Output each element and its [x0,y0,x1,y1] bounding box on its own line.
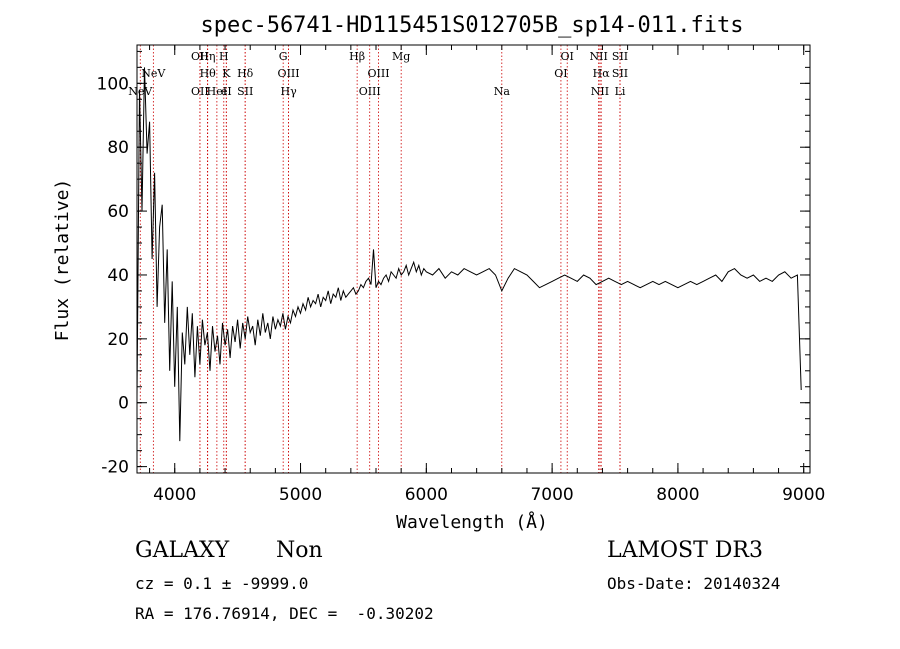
line-marker-label: OII [191,50,209,63]
y-tick-label: 60 [107,202,129,222]
y-tick-label: -20 [101,458,129,478]
x-axis-label: Wavelength (Å) [396,511,548,533]
x-tick-label: 9000 [782,485,825,505]
line-marker-label: Hα [593,67,611,80]
y-tick-label: 80 [107,138,129,158]
line-marker-label: Na [494,85,511,98]
y-axis: -20 0 20 40 60 80 100 [97,50,810,478]
line-marker-label: K [222,67,231,80]
emission-line-labels: NeVNeVOIIOIIHηHθHeIHKeIHδSIIGOIIIHγHβOII… [128,50,628,98]
spectrum-chart: spec-56741-HD115451S012705B_sp14-011.fit… [52,13,825,533]
survey-name: LAMOST DR3 [607,538,763,563]
line-marker-label: H [219,50,229,63]
line-marker-label: NII [590,50,608,63]
y-tick-label: 100 [97,74,129,94]
line-marker-label: G [279,50,288,63]
x-axis: 4000 5000 6000 7000 8000 9000 [149,45,825,505]
line-marker-label: SII [237,85,253,98]
line-marker-label: NeV [128,85,153,98]
line-marker-label: Mg [392,50,410,63]
line-marker-label: NII [591,85,609,98]
x-tick-label: 8000 [656,485,699,505]
line-marker-label: NeV [141,67,166,80]
line-marker-label: Hθ [200,67,217,80]
line-marker-label: Hγ [280,85,297,98]
line-marker-label: eI [221,85,232,98]
plot-frame [136,44,811,474]
chart-title: spec-56741-HD115451S012705B_sp14-011.fit… [200,13,743,38]
y-tick-label: 0 [118,394,129,414]
line-marker-label: OI [561,50,574,63]
line-marker-label: SII [612,50,628,63]
x-tick-label: 7000 [530,485,573,505]
line-marker-label: OIII [359,85,381,98]
y-tick-label: 20 [107,330,129,350]
x-tick-label: 5000 [279,485,322,505]
ra-dec-coordinates: RA = 176.76914, DEC = -0.30202 [135,604,434,623]
line-marker-label: Hη [199,50,215,63]
emission-line-markers [139,45,621,473]
line-marker-label: OIII [367,67,389,80]
y-axis-label: Flux (relative) [52,179,73,342]
y-tick-label: 40 [107,266,129,286]
line-marker-label: OII [191,85,209,98]
line-marker-label: Hδ [237,67,254,80]
redshift-value: cz = 0.1 ± -9999.0 [135,574,309,593]
line-marker-label: Li [615,85,626,98]
object-subclass: Non [276,538,323,563]
line-marker-label: OI [554,67,567,80]
x-tick-label: 6000 [405,485,448,505]
spectrum-line [136,67,802,442]
line-marker-label: Hβ [349,50,365,63]
line-marker-label: HeI [207,85,227,98]
line-marker-label: SII [612,67,628,80]
x-tick-label: 4000 [153,485,196,505]
observation-date: Obs-Date: 20140324 [607,574,781,593]
line-marker-label: OIII [278,67,300,80]
object-class: GALAXY [135,538,230,563]
